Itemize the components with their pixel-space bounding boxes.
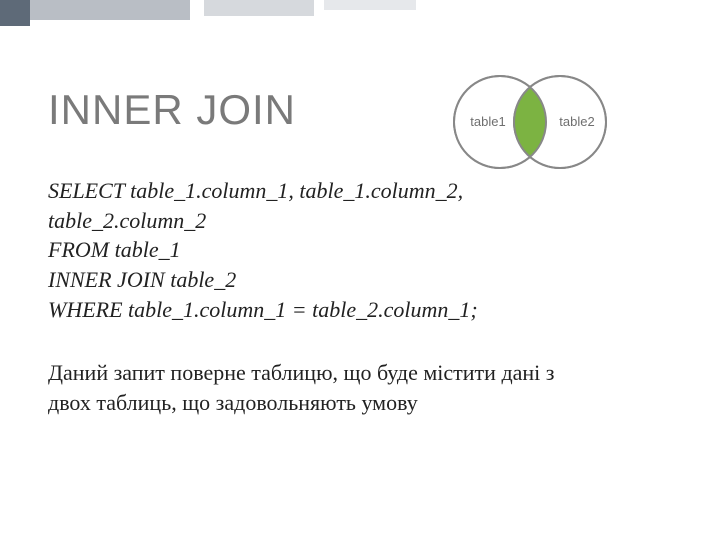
deco-bar — [0, 0, 30, 26]
deco-bar — [30, 0, 190, 20]
sql-line-4: WHERE table_1.column_1 = table_2.column_… — [48, 295, 588, 325]
slide-body: SELECT table_1.column_1, table_1.column_… — [48, 176, 588, 418]
venn-label-left: table1 — [470, 114, 505, 129]
slide-title: INNER JOIN — [48, 86, 296, 134]
venn-diagram: table1 table2 — [400, 62, 660, 182]
sql-line-2: FROM table_1 — [48, 235, 588, 265]
deco-bar — [190, 0, 204, 12]
deco-bar — [324, 0, 416, 10]
slide: INNER JOIN table1 table2 SELECT table_1.… — [0, 0, 720, 540]
venn-svg: table1 table2 — [400, 62, 660, 182]
sql-line-1: SELECT table_1.column_1, table_1.column_… — [48, 176, 588, 235]
sql-block: SELECT table_1.column_1, table_1.column_… — [48, 176, 588, 324]
description-text: Даний запит поверне таблицю, що буде міс… — [48, 358, 568, 417]
decorative-top-bars — [0, 0, 720, 32]
deco-bar — [314, 0, 324, 10]
deco-bar — [204, 0, 314, 16]
sql-line-3: INNER JOIN table_2 — [48, 265, 588, 295]
venn-label-right: table2 — [559, 114, 594, 129]
